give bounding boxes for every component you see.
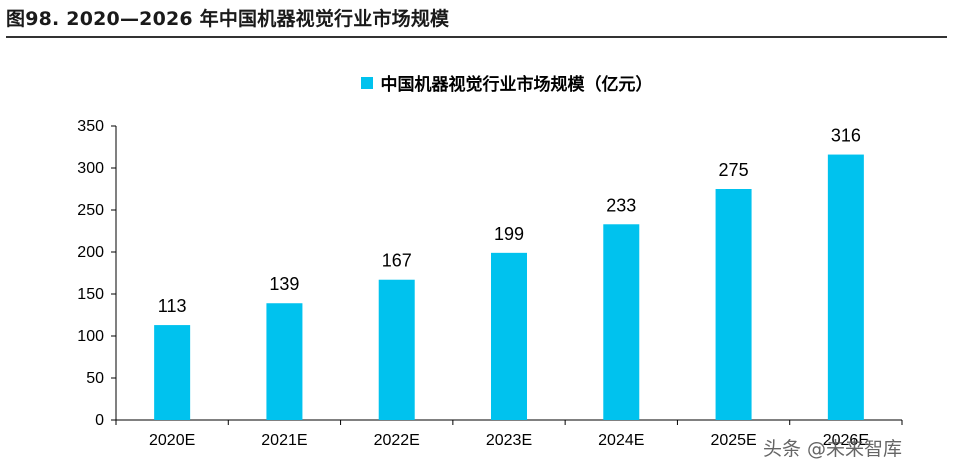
watermark-text: 头条 @未来智库	[763, 438, 903, 460]
x-tick-label: 2026E	[823, 432, 869, 449]
data-label: 275	[719, 160, 749, 180]
bar	[154, 325, 191, 420]
bar	[378, 279, 415, 420]
y-tick-label: 250	[77, 202, 104, 219]
data-label: 167	[382, 251, 412, 271]
x-tick-label: 2023E	[486, 432, 532, 449]
data-label: 113	[158, 296, 187, 316]
chart-legend: 中国机器视觉行业市场规模（亿元）	[0, 70, 953, 95]
figure-title: 图98. 2020—2026 年中国机器视觉行业市场规模	[6, 8, 450, 30]
x-tick-label: 2022E	[374, 432, 420, 449]
bar	[603, 224, 640, 420]
y-tick-label: 100	[77, 328, 104, 345]
legend-label: 中国机器视觉行业市场规模（亿元）	[380, 75, 653, 95]
y-tick-label: 200	[77, 244, 104, 261]
x-tick-label: 2021E	[261, 432, 307, 449]
data-label: 233	[606, 195, 636, 215]
title-divider	[6, 36, 947, 38]
y-tick-label: 350	[77, 118, 104, 135]
x-tick-label: 2024E	[598, 432, 644, 449]
y-tick-label: 300	[77, 160, 104, 177]
y-tick-label: 50	[86, 370, 104, 387]
data-label: 199	[494, 224, 524, 244]
x-tick-label: 2025E	[710, 432, 756, 449]
y-tick-label: 0	[95, 412, 104, 429]
bar	[491, 252, 527, 420]
bar	[266, 303, 303, 420]
bar	[827, 154, 864, 420]
data-label: 316	[831, 126, 861, 146]
data-label: 139	[269, 274, 299, 294]
bar	[715, 189, 752, 420]
y-tick-label: 150	[77, 286, 104, 303]
x-tick-label: 2020E	[149, 432, 195, 449]
legend-swatch	[360, 76, 373, 89]
